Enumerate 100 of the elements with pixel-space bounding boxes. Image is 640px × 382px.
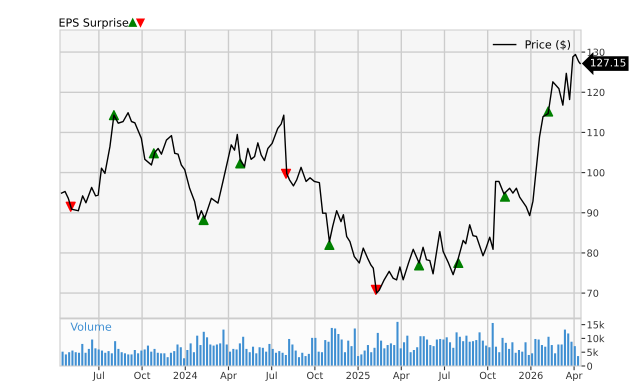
point xyxy=(198,214,209,226)
bar xyxy=(314,338,316,366)
bar xyxy=(137,353,140,366)
bar xyxy=(360,354,362,366)
bar xyxy=(386,345,389,366)
bar xyxy=(334,328,336,366)
x-tick-label: Apr xyxy=(566,372,582,381)
y-tick-label: 90 xyxy=(587,209,598,217)
bar xyxy=(301,352,304,366)
bar xyxy=(127,354,130,366)
y-tick-label: 10k xyxy=(588,334,605,342)
bar xyxy=(64,354,67,366)
x-tick-label: 2024 xyxy=(174,372,198,380)
bar xyxy=(146,346,149,366)
bar xyxy=(547,336,550,366)
bar xyxy=(156,352,159,366)
bar xyxy=(436,340,438,366)
bar xyxy=(412,350,415,366)
bar xyxy=(68,352,70,366)
bar xyxy=(160,353,162,366)
bar xyxy=(190,343,192,366)
bar xyxy=(124,353,126,366)
chart-title: Volume xyxy=(70,322,112,331)
x-tick-label: Oct xyxy=(307,372,324,380)
bar xyxy=(511,342,514,366)
bar xyxy=(140,350,142,366)
bar xyxy=(91,340,94,366)
y-tick-label: 110 xyxy=(588,128,604,136)
bar xyxy=(492,322,494,366)
bar xyxy=(180,347,182,366)
bar xyxy=(304,356,307,366)
bar xyxy=(252,346,254,366)
bar xyxy=(282,352,284,366)
bar xyxy=(456,332,458,366)
bar xyxy=(406,336,408,366)
bar xyxy=(274,352,278,366)
bar xyxy=(176,344,179,366)
bar xyxy=(212,346,215,366)
bar xyxy=(564,330,566,366)
y-tick-label: 120 xyxy=(588,88,604,96)
bar xyxy=(71,350,74,366)
bar xyxy=(419,336,422,366)
y-tick-label: 15k xyxy=(588,320,605,328)
x-tick-label: Jul xyxy=(438,372,450,381)
bar xyxy=(81,344,84,366)
legend-label: Price ($) xyxy=(526,40,570,50)
bar xyxy=(144,349,146,366)
bar xyxy=(478,332,481,366)
bar xyxy=(268,344,270,366)
y-tick-label: 100 xyxy=(588,169,604,176)
x-tick-label: Apr xyxy=(392,372,410,381)
bar xyxy=(442,340,444,366)
bar xyxy=(104,352,106,366)
bar xyxy=(108,351,110,366)
bar xyxy=(216,344,218,366)
bar xyxy=(278,351,280,366)
bar xyxy=(354,328,356,366)
bar xyxy=(524,342,527,366)
bar xyxy=(120,352,123,366)
bar xyxy=(396,322,399,366)
point xyxy=(414,260,424,270)
bar xyxy=(538,340,540,366)
annotation: 127.15 xyxy=(591,58,626,67)
x-tick-label: 2025 xyxy=(346,372,370,380)
point xyxy=(324,240,334,250)
bar xyxy=(258,347,261,366)
bar xyxy=(222,330,225,366)
bar xyxy=(100,350,104,366)
x-tick-label: 2026 xyxy=(519,372,543,380)
x-tick-label: Oct xyxy=(480,372,496,380)
bar xyxy=(324,340,326,366)
y-tick-label: 5k xyxy=(587,348,598,356)
bar xyxy=(232,348,234,366)
bar xyxy=(114,341,116,366)
bar xyxy=(62,352,64,366)
bar xyxy=(557,344,560,366)
bar xyxy=(74,352,77,366)
bar xyxy=(98,349,100,366)
bar xyxy=(366,345,369,366)
x-tick-label: Apr xyxy=(220,372,237,381)
x-tick-label: Jul xyxy=(265,372,277,381)
x-tick-label: Jul xyxy=(92,372,104,381)
bar xyxy=(166,357,169,366)
y-tick-label: 80 xyxy=(587,249,598,257)
bar xyxy=(311,338,314,366)
bar xyxy=(518,350,520,366)
point xyxy=(500,192,510,202)
bar xyxy=(163,353,166,366)
bar xyxy=(134,350,136,366)
bar xyxy=(567,333,570,366)
bar xyxy=(130,354,133,366)
x-tick-label: Oct xyxy=(134,372,150,380)
bar xyxy=(534,338,536,366)
bar xyxy=(502,338,504,366)
bar xyxy=(202,332,205,366)
bar xyxy=(458,336,461,366)
y-tick-label: 130 xyxy=(588,48,604,56)
y-tick-label: 0 xyxy=(587,362,592,370)
legend-title: EPS Surprise xyxy=(60,18,128,29)
bar xyxy=(153,348,156,366)
